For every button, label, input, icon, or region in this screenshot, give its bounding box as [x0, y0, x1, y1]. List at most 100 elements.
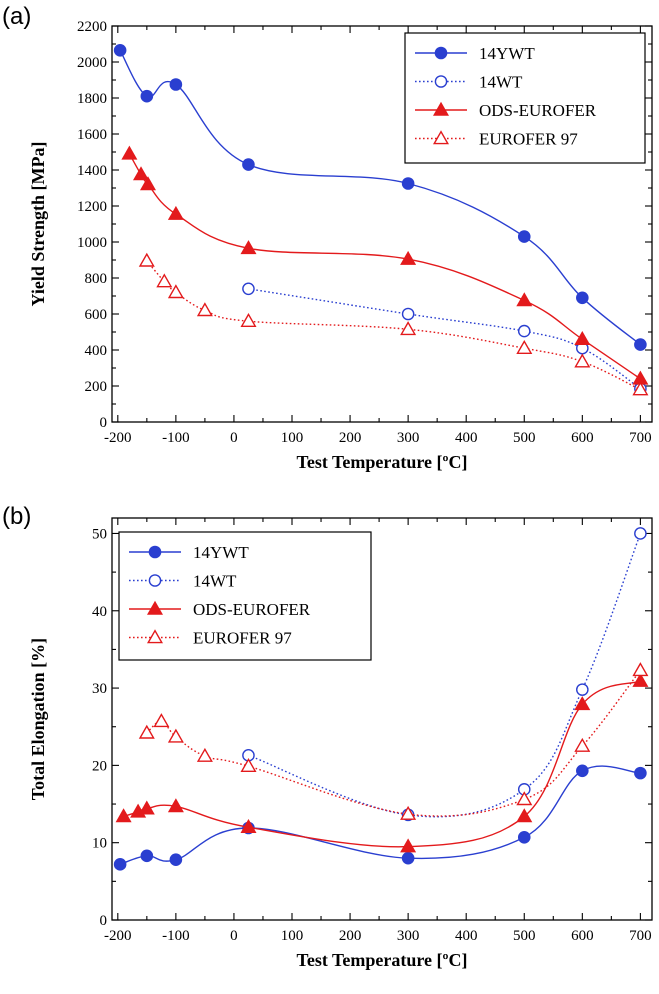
y-tick-label: 200: [85, 379, 108, 395]
x-tick-label: 600: [571, 430, 594, 446]
legend-marker: [146, 629, 164, 644]
data-point: [138, 724, 155, 739]
y-tick-label: 400: [85, 343, 108, 359]
y-tick-label: 1000: [77, 235, 107, 251]
legend-marker: [148, 574, 162, 587]
y-tick-label: 40: [92, 604, 107, 620]
legend-label: EUROFER 97: [193, 629, 292, 648]
legend-marker: [146, 600, 164, 615]
data-point: [113, 858, 127, 871]
data-point: [169, 78, 183, 91]
x-tick-label: 700: [629, 928, 652, 944]
data-point: [156, 273, 173, 288]
panel-label: (a): [2, 3, 31, 30]
data-point: [240, 818, 257, 833]
data-point: [634, 766, 647, 780]
data-point: [634, 338, 647, 351]
legend-marker: [432, 130, 450, 145]
data-point: [138, 252, 155, 267]
data-point: [516, 339, 533, 354]
legend-marker: [432, 101, 450, 116]
x-tick-label: 700: [629, 430, 652, 446]
series-line: [123, 680, 641, 848]
data-point: [153, 713, 170, 728]
data-point: [576, 291, 589, 305]
x-tick-label: 600: [571, 928, 594, 944]
legend-marker: [148, 545, 162, 559]
legend-label: 14WT: [193, 572, 237, 591]
data-point: [632, 381, 649, 396]
legend-label: 14YWT: [193, 543, 249, 562]
legend-marker: [434, 46, 448, 60]
series-line: [119, 765, 641, 865]
series-eurofer-97: [138, 662, 649, 820]
y-tick-label: 600: [85, 307, 108, 323]
x-tick-label: 200: [339, 430, 362, 446]
chart-panel-a: (a) -200 -100 0 100 200 300 400 500 600 700 0 200 400…: [2, 3, 653, 472]
legend: 14YWT 14WT ODS-EUROFER EUROFER 97: [118, 531, 372, 661]
data-point: [574, 696, 591, 711]
series-14ywt: [113, 764, 647, 871]
series-line: [119, 49, 641, 346]
data-point: [574, 353, 591, 368]
series-ods-eurofer: [115, 672, 649, 853]
data-point: [113, 44, 127, 57]
legend: 14YWT 14WT ODS-EUROFER EUROFER 97: [404, 32, 646, 164]
series-line: [146, 669, 641, 817]
data-point: [140, 849, 154, 863]
data-point: [196, 302, 213, 317]
data-point: [516, 808, 533, 823]
data-point: [634, 527, 647, 540]
x-tick-label: 200: [339, 928, 362, 944]
data-point: [401, 177, 415, 190]
data-point: [517, 324, 531, 338]
data-point: [517, 830, 531, 844]
y-axis-title: Total Elongation [%]: [28, 638, 48, 800]
data-point: [167, 728, 184, 743]
x-tick-label: 400: [455, 430, 478, 446]
series-line: [248, 288, 641, 390]
y-tick-label: 20: [92, 758, 107, 774]
y-tick-label: 0: [100, 415, 108, 431]
legend-marker: [434, 75, 448, 88]
x-tick-label: 500: [513, 928, 536, 944]
y-tick-label: 10: [92, 836, 107, 852]
y-tick-label: 1200: [77, 199, 107, 215]
y-tick-label: 50: [92, 526, 107, 542]
data-point: [516, 292, 533, 307]
data-point: [242, 282, 255, 296]
panel-label: (b): [2, 503, 31, 530]
x-tick-label: 300: [397, 928, 420, 944]
y-tick-label: 0: [100, 913, 108, 929]
data-point: [167, 798, 184, 813]
series-line: [128, 153, 641, 380]
legend-label: ODS-EUROFER: [479, 101, 597, 120]
data-point: [400, 805, 417, 820]
data-point: [632, 672, 649, 687]
data-point: [516, 791, 533, 806]
data-point: [242, 158, 255, 171]
series-line: [146, 260, 641, 391]
x-axis-title: Test Temperature [ºC]: [297, 950, 468, 970]
legend-label: 14WT: [479, 73, 523, 92]
legend-label: 14YWT: [479, 44, 535, 63]
data-point: [400, 250, 417, 265]
y-axis-title: Yield Strength [MPa]: [28, 142, 48, 307]
y-tick-label: 800: [85, 271, 108, 287]
x-axis-title: Test Temperature [ºC]: [297, 452, 468, 472]
data-point: [574, 330, 591, 345]
y-tick-label: 2000: [77, 55, 107, 71]
series-14ywt: [113, 44, 647, 351]
data-point: [169, 853, 183, 867]
x-tick-label: 0: [230, 928, 238, 944]
x-tick-label: 100: [281, 430, 304, 446]
data-point: [574, 737, 591, 752]
data-point: [400, 838, 417, 853]
chart-panel-b: (b) -200 -100 0 100 200 300 400 500 600 700 0 10 20 30…: [2, 503, 653, 970]
data-point: [401, 307, 415, 321]
data-point: [240, 312, 257, 327]
series-14wt: [242, 282, 647, 396]
data-point: [632, 662, 649, 677]
x-tick-label: 300: [397, 430, 420, 446]
